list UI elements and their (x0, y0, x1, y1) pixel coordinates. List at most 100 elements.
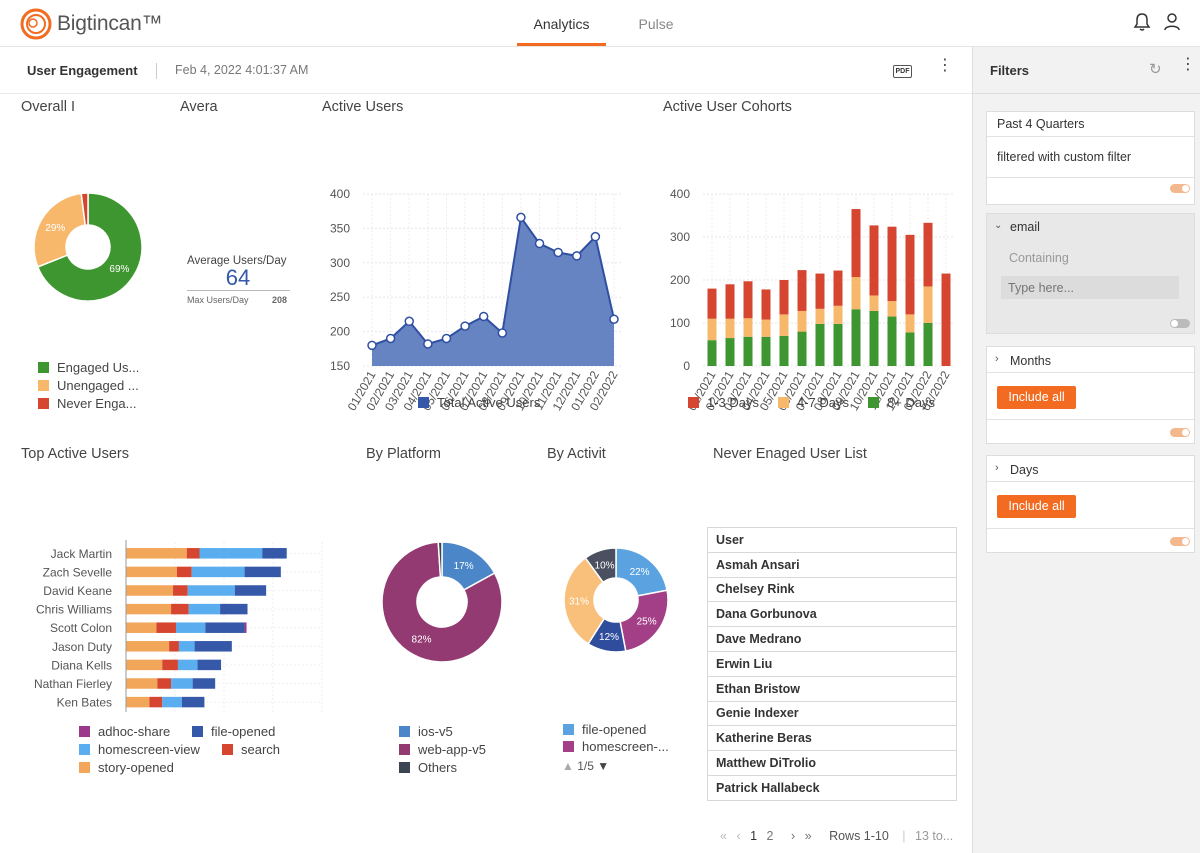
table-header-user[interactable]: User (707, 527, 957, 553)
legend-file-opened-activity[interactable]: file-opened (563, 722, 646, 737)
overall-slice[interactable] (36, 192, 143, 302)
bar-segment[interactable] (157, 678, 172, 689)
table-row[interactable]: Erwin Liu (707, 650, 957, 677)
bar-segment[interactable] (923, 323, 933, 366)
filter-options-icon[interactable]: ⋮ (1180, 56, 1196, 73)
legend-file-opened[interactable]: file-opened (192, 724, 275, 739)
legend-prev-icon[interactable]: ▲ (562, 759, 574, 773)
bar-segment[interactable] (126, 696, 150, 708)
legend-web-app-v5[interactable]: web-app-v5 (399, 742, 486, 757)
pdf-icon[interactable]: PDF (893, 65, 912, 78)
prev-page-icon[interactable]: ‹ (736, 829, 741, 843)
bar-segment[interactable] (797, 331, 807, 366)
legend-next-icon[interactable]: ▼ (597, 759, 610, 773)
platform-slice[interactable] (437, 541, 443, 578)
table-row[interactable]: Matthew DiTrolio (707, 750, 957, 776)
bar-segment[interactable] (186, 548, 200, 559)
first-page-icon[interactable]: « (720, 829, 727, 843)
table-row[interactable]: Genie Indexer (707, 700, 957, 727)
data-point[interactable] (572, 251, 582, 261)
bar-segment[interactable] (126, 678, 158, 689)
platform-slice[interactable] (381, 541, 503, 663)
bar-segment[interactable] (244, 566, 281, 578)
data-point[interactable] (553, 247, 563, 258)
bar-segment[interactable] (869, 310, 879, 366)
data-point[interactable] (404, 316, 414, 327)
table-row[interactable]: Dana Gorbunova (707, 601, 957, 628)
overall-slice[interactable] (33, 192, 87, 268)
bar-segment[interactable] (707, 318, 717, 341)
bar-segment[interactable] (887, 316, 897, 366)
bar-segment[interactable] (725, 318, 735, 339)
table-row[interactable]: Ethan Bristow (707, 675, 957, 702)
tab-analytics[interactable]: Analytics (517, 0, 606, 46)
table-row[interactable]: Katherine Beras (707, 725, 957, 752)
bar-segment[interactable] (126, 622, 157, 633)
user-icon[interactable] (1163, 12, 1181, 32)
bar-segment[interactable] (169, 641, 179, 652)
quarters-toggle[interactable] (1170, 184, 1190, 193)
bar-segment[interactable] (162, 659, 178, 671)
bar-segment[interactable] (887, 301, 897, 317)
bar-segment[interactable] (173, 585, 188, 596)
bar-segment[interactable] (176, 566, 192, 578)
legend-story-opened[interactable]: story-opened (79, 760, 174, 775)
bar-segment[interactable] (162, 696, 182, 708)
bar-segment[interactable] (707, 340, 717, 366)
legend-search[interactable]: search (222, 742, 280, 757)
days-filter-label[interactable]: Days (1010, 463, 1039, 477)
bar-segment[interactable] (156, 622, 176, 633)
bar-segment[interactable] (761, 289, 771, 320)
bar-segment[interactable] (149, 696, 163, 708)
bar-segment[interactable] (797, 310, 807, 332)
bar-segment[interactable] (188, 603, 221, 615)
bar-segment[interactable] (779, 335, 789, 366)
bar-segment[interactable] (905, 314, 915, 333)
bar-segment[interactable] (171, 603, 189, 615)
activity-slice[interactable] (584, 547, 617, 584)
data-point[interactable] (385, 333, 396, 344)
data-point[interactable] (441, 333, 452, 344)
bar-segment[interactable] (126, 603, 172, 615)
bar-segment[interactable] (126, 641, 170, 652)
quarters-filter-label[interactable]: Past 4 Quarters (997, 117, 1085, 131)
bar-segment[interactable] (725, 284, 735, 319)
more-options-icon[interactable]: ⋮ (937, 57, 953, 74)
bar-segment[interactable] (923, 222, 933, 287)
days-toggle[interactable] (1170, 537, 1190, 546)
bar-segment[interactable] (187, 585, 235, 596)
days-expand-icon[interactable]: › (995, 462, 999, 474)
legend-total-active-users[interactable]: Total Active Users (418, 395, 540, 410)
bar-segment[interactable] (815, 323, 825, 366)
legend-unengaged[interactable]: Unengaged ... (38, 378, 139, 393)
bar-segment[interactable] (262, 548, 287, 559)
legend-others[interactable]: Others (399, 760, 457, 775)
data-point[interactable] (423, 339, 433, 349)
data-point[interactable] (460, 321, 470, 331)
bar-segment[interactable] (178, 641, 195, 652)
bar-segment[interactable] (244, 622, 247, 633)
tab-pulse[interactable]: Pulse (638, 16, 674, 32)
overall-slice[interactable] (80, 192, 89, 227)
logo[interactable]: Bigtincan™ (20, 8, 163, 40)
bar-segment[interactable] (851, 276, 861, 310)
bar-segment[interactable] (833, 323, 843, 366)
last-page-icon[interactable]: » (804, 829, 812, 843)
page-2[interactable]: 2 (766, 829, 774, 843)
data-point[interactable] (478, 311, 489, 322)
data-point[interactable] (516, 212, 526, 223)
bar-segment[interactable] (941, 273, 951, 366)
bar-segment[interactable] (779, 280, 789, 315)
bar-segment[interactable] (197, 659, 222, 671)
bell-icon[interactable] (1133, 12, 1151, 32)
bar-segment[interactable] (869, 295, 879, 311)
bar-segment[interactable] (171, 678, 193, 689)
bar-segment[interactable] (851, 309, 861, 366)
bar-segment[interactable] (743, 336, 753, 366)
bar-segment[interactable] (833, 270, 843, 306)
bar-segment[interactable] (126, 548, 187, 559)
reset-filters-icon[interactable]: ↻ (1149, 61, 1162, 78)
data-point[interactable] (609, 314, 619, 324)
bar-segment[interactable] (779, 314, 789, 336)
bar-segment[interactable] (905, 332, 915, 366)
